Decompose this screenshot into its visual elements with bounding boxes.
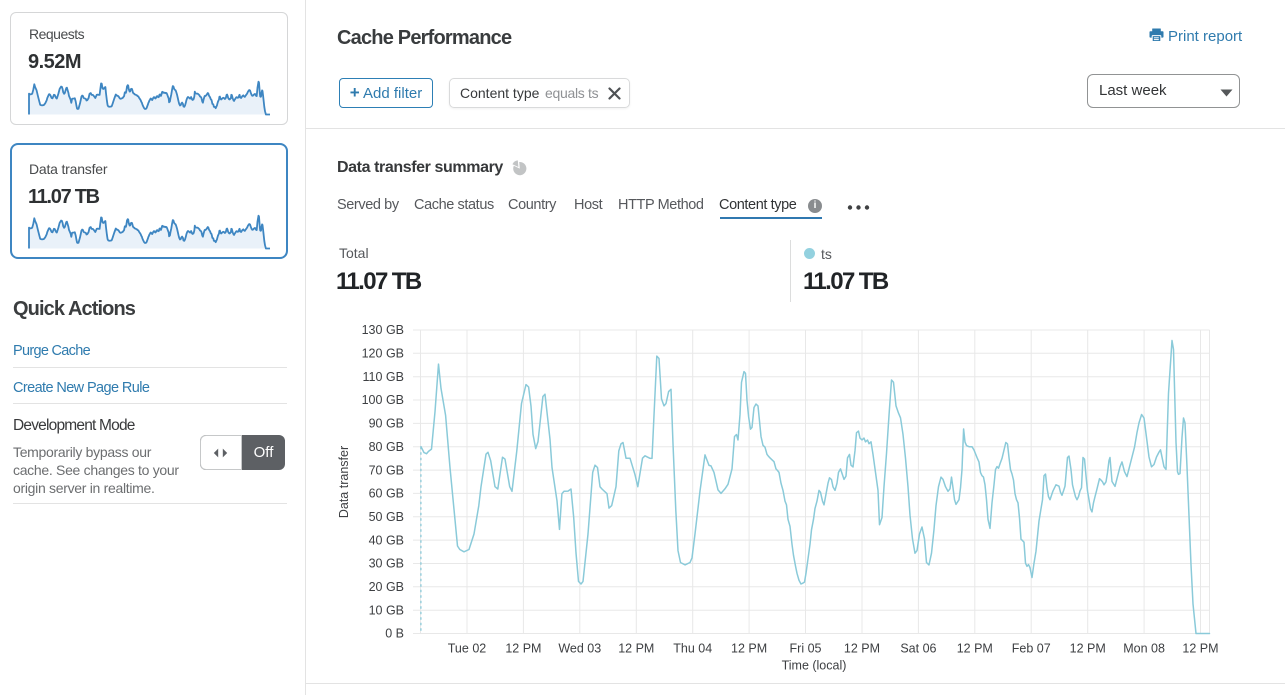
- svg-text:12 PM: 12 PM: [844, 642, 880, 656]
- svg-text:110 GB: 110 GB: [363, 370, 404, 384]
- svg-text:120 GB: 120 GB: [362, 347, 404, 361]
- svg-text:Tue 02: Tue 02: [448, 642, 487, 656]
- svg-text:Wed 03: Wed 03: [558, 642, 601, 656]
- svg-text:12 PM: 12 PM: [1070, 642, 1106, 656]
- svg-text:Fri 05: Fri 05: [790, 642, 822, 656]
- svg-text:Time (local): Time (local): [782, 659, 847, 673]
- svg-text:Data transfer: Data transfer: [337, 446, 351, 518]
- svg-text:90 GB: 90 GB: [369, 417, 404, 431]
- svg-text:Thu 04: Thu 04: [673, 642, 712, 656]
- svg-text:20 GB: 20 GB: [369, 580, 404, 594]
- svg-text:12 PM: 12 PM: [1182, 642, 1218, 656]
- svg-text:Feb 07: Feb 07: [1012, 642, 1051, 656]
- svg-text:50 GB: 50 GB: [369, 510, 404, 524]
- svg-text:Sat 06: Sat 06: [900, 642, 936, 656]
- svg-text:100 GB: 100 GB: [362, 393, 404, 407]
- svg-text:80 GB: 80 GB: [369, 440, 404, 454]
- svg-text:12 PM: 12 PM: [731, 642, 767, 656]
- svg-text:12 PM: 12 PM: [505, 642, 541, 656]
- svg-text:60 GB: 60 GB: [369, 487, 404, 501]
- svg-text:30 GB: 30 GB: [369, 557, 404, 571]
- svg-text:12 PM: 12 PM: [618, 642, 654, 656]
- svg-text:Mon 08: Mon 08: [1123, 642, 1165, 656]
- svg-text:12 PM: 12 PM: [957, 642, 993, 656]
- svg-text:130 GB: 130 GB: [362, 323, 404, 337]
- svg-text:10 GB: 10 GB: [369, 603, 404, 617]
- svg-text:40 GB: 40 GB: [369, 533, 404, 547]
- svg-text:0 B: 0 B: [385, 627, 404, 641]
- svg-text:70 GB: 70 GB: [369, 463, 404, 477]
